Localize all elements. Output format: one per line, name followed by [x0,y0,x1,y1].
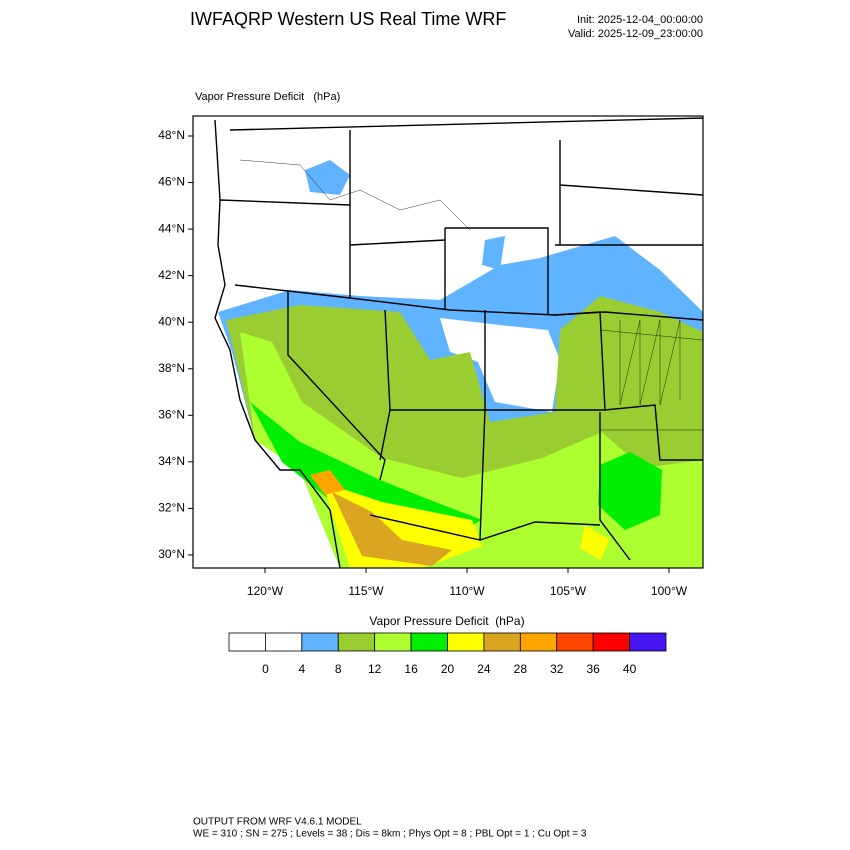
colorbar-box [592,632,630,652]
lat-label: 34°N [158,454,185,468]
colorbar-label: 28 [514,662,528,676]
colorbar-title: Vapor Pressure Deficit (hPa) [369,614,524,628]
colorbar-box [447,632,485,652]
colorbar-box [629,632,667,652]
colorbar-box [337,632,376,652]
colorbar-label: 32 [550,662,564,676]
lon-label: 115°W [348,584,384,598]
lon-label: 100°W [651,584,688,598]
colorbar-label: 0 [262,662,269,676]
colorbar-box [519,632,558,652]
colorbar-label: 16 [404,662,418,676]
colorbar-label: 4 [298,662,305,676]
valid-time: Valid: 2025-12-09_23:00:00 [568,28,703,40]
colorbar-box [374,632,412,652]
title: IWFAQRP Western US Real Time WRF [190,9,506,29]
footer-line: WE = 310 ; SN = 275 ; Levels = 38 ; Dis … [193,829,587,840]
lat-label: 44°N [158,221,185,235]
lon-label: 105°W [550,584,587,598]
map-frame [192,115,704,569]
lat-label: 40°N [158,314,185,328]
lat-label: 42°N [158,268,185,282]
colorbar-box [410,632,448,652]
colorbar-box [265,632,303,652]
colorbar-label: 40 [623,662,637,676]
colorbar-label: 20 [441,662,455,676]
lat-label: 46°N [158,175,185,189]
colorbar-label: 36 [586,662,600,676]
footer-line: OUTPUT FROM WRF V4.6.1 MODEL [193,817,362,828]
field-label: Vapor Pressure Deficit (hPa) [195,91,340,103]
lat-label: 30°N [158,547,185,561]
lon-label: 120°W [247,584,284,598]
lat-label: 38°N [158,361,185,375]
colorbar-box [301,632,339,652]
colorbar-box [483,632,521,652]
map-field [214,117,703,568]
init-time: Init: 2025-12-04_00:00:00 [577,14,703,26]
colorbar-label: 8 [335,662,342,676]
lon-label: 110°W [449,584,485,598]
colorbar-label: 24 [477,662,491,676]
colorbar-label: 12 [368,662,382,676]
lat-label: 48°N [158,128,185,142]
colorbar-box [228,632,266,652]
lat-label: 32°N [158,501,185,515]
lat-label: 36°N [158,407,185,421]
colorbar-box [556,632,594,652]
